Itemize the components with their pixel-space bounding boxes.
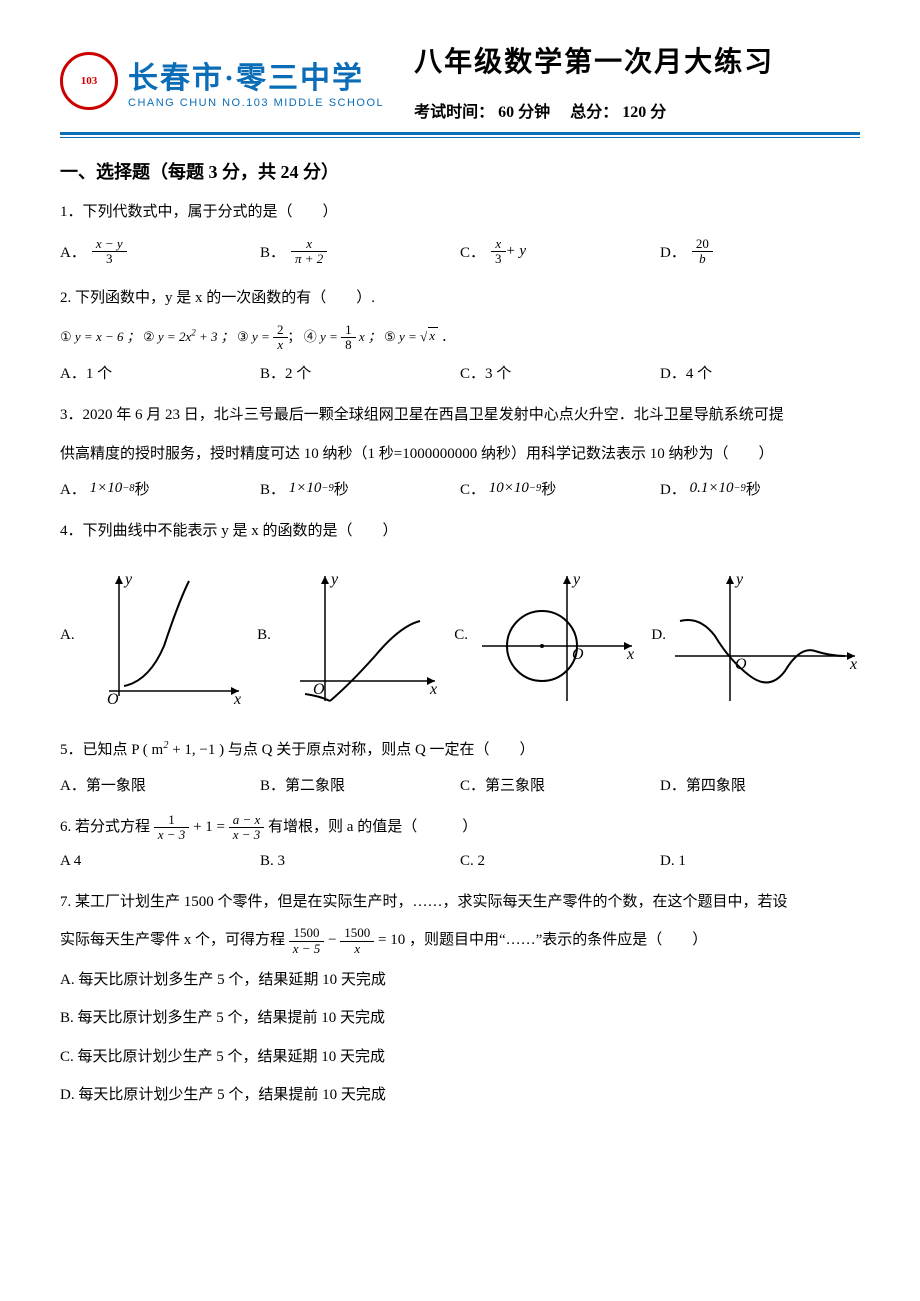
q2-stem: 2. 下列函数中，y 是 x 的一次函数的有（ ）.: [60, 284, 860, 313]
svg-text:y: y: [329, 571, 339, 588]
school-name-cn: 长春市·零三中学: [128, 53, 384, 97]
q5-stem: 5．已知点 P ( m2 + 1, −1 ) 与点 Q 关于原点对称，则点 Q …: [60, 736, 860, 765]
q7-line2: 实际每天生产零件 x 个，可得方程 1500x − 5 − 1500x = 10…: [60, 926, 860, 956]
q2-opt-c: C．3 个: [460, 362, 660, 383]
time-label: 考试时间：: [414, 104, 494, 121]
q6-opt-b: B. 3: [260, 853, 460, 870]
q4-graph-d: D. y x O: [651, 566, 860, 706]
q7-opt-c: C. 每天比原计划少生产 5 个，结果延期 10 天完成: [60, 1043, 860, 1072]
q6-opt-d: D. 1: [660, 853, 860, 870]
q3-line2: 供高精度的授时服务，授时精度可达 10 纳秒（1 秒=1000000000 纳秒…: [60, 440, 860, 469]
q2-options: A．1 个 B．2 个 C．3 个 D．4 个: [60, 362, 860, 383]
q1-options: A． x − y3 B． xπ + 2 C． x3 + y D． 20b: [60, 237, 860, 267]
svg-text:O: O: [107, 691, 119, 708]
opt-label: D．: [660, 241, 686, 262]
q6-options: A 4 B. 3 C. 2 D. 1: [60, 853, 860, 870]
q1-stem: 1．下列代数式中，属于分式的是（ ）: [60, 198, 860, 227]
q3-line1: 3．2020 年 6 月 23 日，北斗三号最后一颗全球组网卫星在西昌卫星发射中…: [60, 401, 860, 430]
svg-text:x: x: [233, 691, 241, 708]
q4-graph-b: B. y x O: [257, 566, 454, 706]
q2-opt-b: B．2 个: [260, 362, 460, 383]
q4-stem: 4．下列曲线中不能表示 y 是 x 的函数的是（ ）: [60, 517, 860, 546]
graph-b-svg: y x O: [275, 566, 445, 706]
svg-text:x: x: [626, 646, 634, 663]
q5-opt-c: C．第三象限: [460, 774, 660, 795]
svg-text:y: y: [734, 571, 744, 588]
q6-opt-a: A 4: [60, 853, 260, 870]
q4-graphs: A. y x O B. y x O: [60, 566, 860, 706]
graph-a-svg: y x O: [79, 566, 249, 706]
q5-opt-a: A．第一象限: [60, 774, 260, 795]
q5-options: A．第一象限 B．第二象限 C．第三象限 D．第四象限: [60, 774, 860, 795]
q1-opt-b: B． xπ + 2: [260, 237, 460, 267]
q1-opt-c: C． x3 + y: [460, 237, 660, 267]
q6-stem: 6. 若分式方程 1x − 3 + 1 = a − xx − 3 有增根，则 a…: [60, 813, 860, 843]
q2-opt-d: D．4 个: [660, 362, 860, 383]
opt-label: C．: [460, 241, 485, 262]
q3-opt-c: C． 10×10−9 秒: [460, 478, 660, 499]
svg-text:y: y: [571, 571, 581, 588]
time-value: 60 分钟: [498, 104, 550, 121]
section-1-title: 一、选择题（每题 3 分，共 24 分）: [60, 158, 860, 184]
q3-opt-d: D． 0.1×10−9 秒: [660, 478, 860, 499]
q1-opt-a: A． x − y3: [60, 237, 260, 267]
q7-line1: 7. 某工厂计划生产 1500 个零件，但是在实际生产时，……，求实际每天生产零…: [60, 888, 860, 917]
q4-graph-c: C. y x O: [454, 566, 651, 706]
total-value: 120 分: [622, 104, 666, 121]
school-name-en: CHANG CHUN NO.103 MIDDLE SCHOOL: [128, 97, 384, 109]
q7-opt-b: B. 每天比原计划多生产 5 个，结果提前 10 天完成: [60, 1004, 860, 1033]
q5-opt-d: D．第四象限: [660, 774, 860, 795]
opt-label: B．: [260, 241, 285, 262]
q6-opt-c: C. 2: [460, 853, 660, 870]
q4-graph-a: A. y x O: [60, 566, 257, 706]
q2-opt-a: A．1 个: [60, 362, 260, 383]
svg-text:x: x: [849, 656, 857, 673]
header-divider-thin: [60, 137, 860, 138]
q3-opt-a: A． 1×10−8 秒: [60, 478, 260, 499]
logo-text: 103: [81, 75, 98, 87]
q5-opt-b: B．第二象限: [260, 774, 460, 795]
graph-d-svg: y x O: [670, 566, 860, 706]
q2-items: ① y = x − 6 ； ② y = 2x2 + 3 ； ③ y = 2x； …: [60, 323, 860, 353]
logo-area: 103 长春市·零三中学 CHANG CHUN NO.103 MIDDLE SC…: [60, 52, 384, 110]
header: 103 长春市·零三中学 CHANG CHUN NO.103 MIDDLE SC…: [60, 40, 860, 122]
svg-text:x: x: [429, 681, 437, 698]
svg-text:y: y: [123, 571, 133, 588]
q1-opt-d: D． 20b: [660, 237, 860, 267]
graph-c-svg: y x O: [472, 566, 642, 706]
document-title: 八年级数学第一次月大练习: [414, 40, 860, 80]
exam-meta: 考试时间： 60 分钟 总分： 120 分: [414, 98, 860, 122]
q7-opt-a: A. 每天比原计划多生产 5 个，结果延期 10 天完成: [60, 966, 860, 995]
q3-opt-b: B． 1×10−9 秒: [260, 478, 460, 499]
opt-label: A．: [60, 241, 86, 262]
q3-options: A． 1×10−8 秒 B． 1×10−9 秒 C． 10×10−9 秒 D． …: [60, 478, 860, 499]
school-logo: 103: [60, 52, 118, 110]
header-divider-thick: [60, 132, 860, 135]
total-label: 总分：: [570, 104, 618, 121]
q7-opt-d: D. 每天比原计划少生产 5 个，结果提前 10 天完成: [60, 1081, 860, 1110]
